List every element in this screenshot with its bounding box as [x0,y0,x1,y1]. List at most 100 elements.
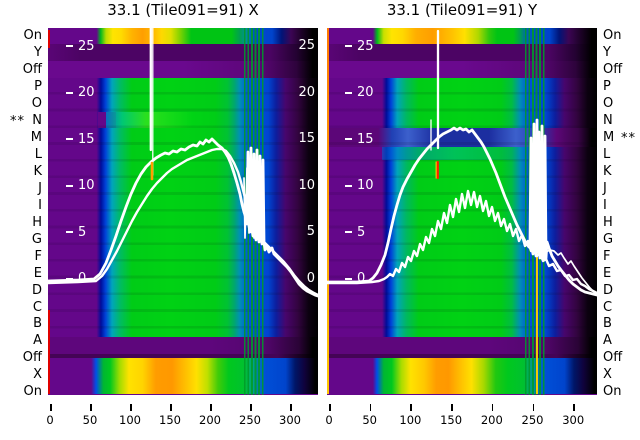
row-label: G [603,231,614,247]
x-tick-value: 150 [440,413,463,427]
flag-marker-right: ** [621,131,636,146]
heatmap-row-shading [327,78,597,337]
x-tick-value: 150 [159,413,181,427]
heatmap-band-bottom [327,358,597,394]
x-tick-mark [250,404,252,411]
row-label: M [30,130,42,145]
row-label: Off [603,62,623,78]
y-tick-value: 15 [357,131,374,147]
y-tick-label: 15 [345,131,374,147]
x-tick-mark [410,404,412,411]
tick-dash [345,184,352,187]
row-label: B [33,316,42,332]
x-tick-mark [50,404,52,411]
y-tick-label: 25 [345,38,374,54]
x-tick-mark [329,404,331,411]
y-tick-value-right: 15 [298,131,315,146]
edge-line-red [48,30,50,48]
profile-curve-lower [48,147,318,297]
y-tick-label: 0 [66,271,86,287]
x-tick-value: 250 [239,413,261,427]
row-label: G [31,231,42,247]
heatmap-band-gap [327,354,597,358]
x-tick-mark [210,404,212,411]
y-tick-value: 20 [357,85,374,100]
row-label: C [32,299,42,315]
row-label: On [603,28,622,44]
right-panel-title: 33.1 (Tile091=91) Y [386,1,538,19]
row-label: F [603,248,611,264]
row-label: L [603,146,611,162]
row-label: D [31,282,42,298]
y-tick-label: 5 [345,224,365,240]
row-label: N [603,113,613,129]
heatmap-band-gap [48,354,318,358]
y-tick-label: 25 [66,38,95,54]
row-label: Y [34,45,42,61]
y-tick-label: 20 [66,85,95,101]
profile-overlay [48,28,318,298]
tick-dash [345,138,352,140]
row-label: On [23,28,42,44]
tick-dash [345,231,352,233]
x-axis-left-panel: 0 50 100 150 200 250 300 [46,404,328,434]
row-label: N [32,113,42,129]
row-label: E [33,265,42,281]
row-label: E [603,265,612,281]
row-label: H [32,214,42,230]
row-label: On [603,384,622,400]
x-tick-mark [573,404,575,411]
row-label: B [603,316,612,332]
y-tick-value-right: 25 [298,38,315,53]
x-tick-value: 300 [279,413,301,427]
profile-curve-oscillating [327,189,597,295]
y-tick-label: 10 [345,178,374,194]
heatmap-feature [106,112,221,128]
profile-curve-upper [327,118,597,297]
y-tick-value: 0 [78,271,87,286]
row-label: Y [603,45,611,61]
row-label: P [34,79,42,95]
left-panel-title: 33.1 (Tile091=91) X [107,1,259,19]
edge-line-orange [327,28,329,394]
x-tick-value: 50 [362,413,378,427]
row-label: A [33,333,42,349]
tick-dash [66,277,73,280]
row-label: X [33,367,42,383]
y-tick-label: 10 [66,178,95,194]
x-tick-value: 0 [325,413,333,427]
y-tick-value: 5 [357,224,366,240]
row-label: C [603,299,613,315]
row-label: Off [22,350,42,366]
row-label: O [31,96,42,112]
profile-tail-strand [545,249,597,295]
tick-dash [345,45,352,47]
y-tick-value-right: 10 [298,177,315,193]
y-tick-value: 25 [78,38,95,54]
profile-curve-upper [48,137,318,298]
y-tick-value-right: 5 [306,224,315,239]
x-tick-mark [369,404,372,411]
x-tick-mark [451,404,453,411]
x-tick-value: 250 [521,413,544,427]
heatmap-panel-x: 25 20 15 10 5 0 25 20 15 10 5 0 [48,28,318,395]
y-tick-value: 10 [357,178,374,193]
heatmap-band-bottom [48,358,318,394]
y-tick-label: 20 [345,85,374,101]
x-tick-value: 200 [480,413,503,427]
x-tick-mark [532,404,534,411]
y-tick-value: 10 [78,178,95,193]
profile-overlay [327,29,597,297]
row-label: J [38,180,42,196]
x-tick-value: 100 [399,413,422,427]
row-label: H [603,214,613,230]
row-label: M [603,130,615,145]
edge-line-red [48,310,50,394]
row-label: D [603,282,614,298]
y-tick-label: 0 [345,271,365,287]
row-label: X [603,367,612,383]
tick-dash [345,91,352,94]
heatmap-yellow-stripe [536,156,538,394]
x-tick-value: 300 [562,413,585,427]
row-label: K [33,163,42,179]
